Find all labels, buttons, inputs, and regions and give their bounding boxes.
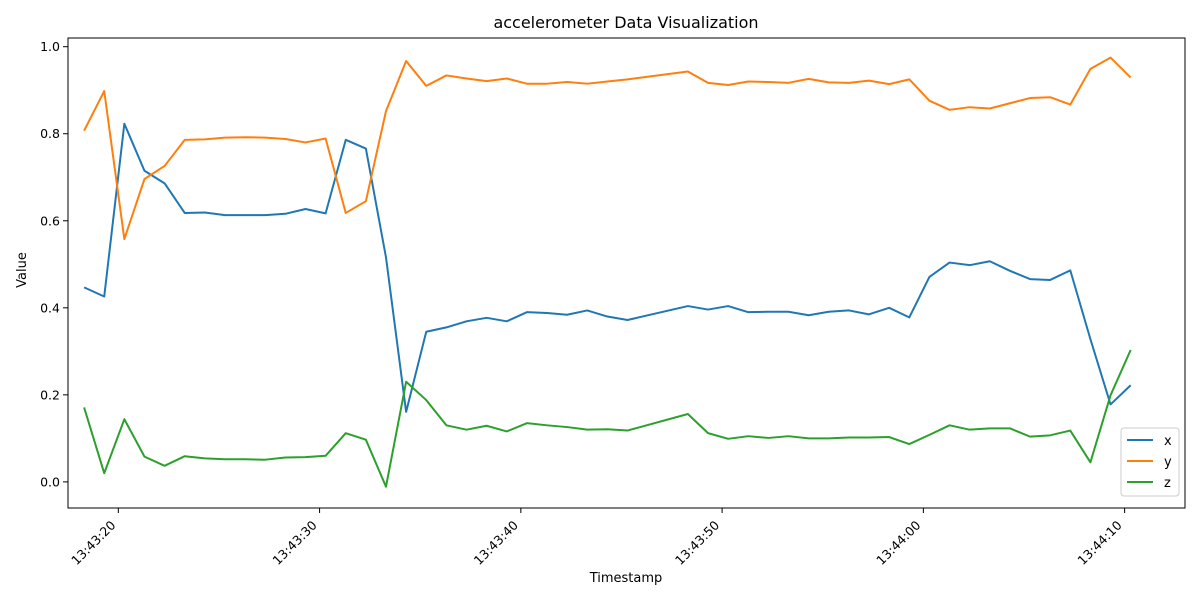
y-axis-ticks: 0.0 0.2 0.4 0.6 0.8 1.0 [40,39,68,489]
series-line-y [83,56,1132,241]
plot-area [67,37,1186,509]
legend-label-x: x [1164,434,1172,449]
y-tick-label: 0.2 [40,387,60,402]
y-tick-label: 0.6 [40,213,60,228]
y-tick-label: 1.0 [40,39,60,54]
axes-frame [67,37,1186,509]
legend-label-y: y [1164,455,1172,470]
chart-title: accelerometer Data Visualization [493,13,758,32]
y-tick-label: 0.4 [40,300,60,315]
y-axis-label: Value [15,252,30,288]
series-line-z [83,349,1132,488]
legend: xyz [1120,427,1180,497]
x-axis-label: Timestamp [589,571,663,586]
series-line-x [83,122,1132,413]
y-tick-label: 0.0 [40,474,60,489]
legend-label-z: z [1164,476,1171,491]
y-tick-label: 0.8 [40,126,60,141]
